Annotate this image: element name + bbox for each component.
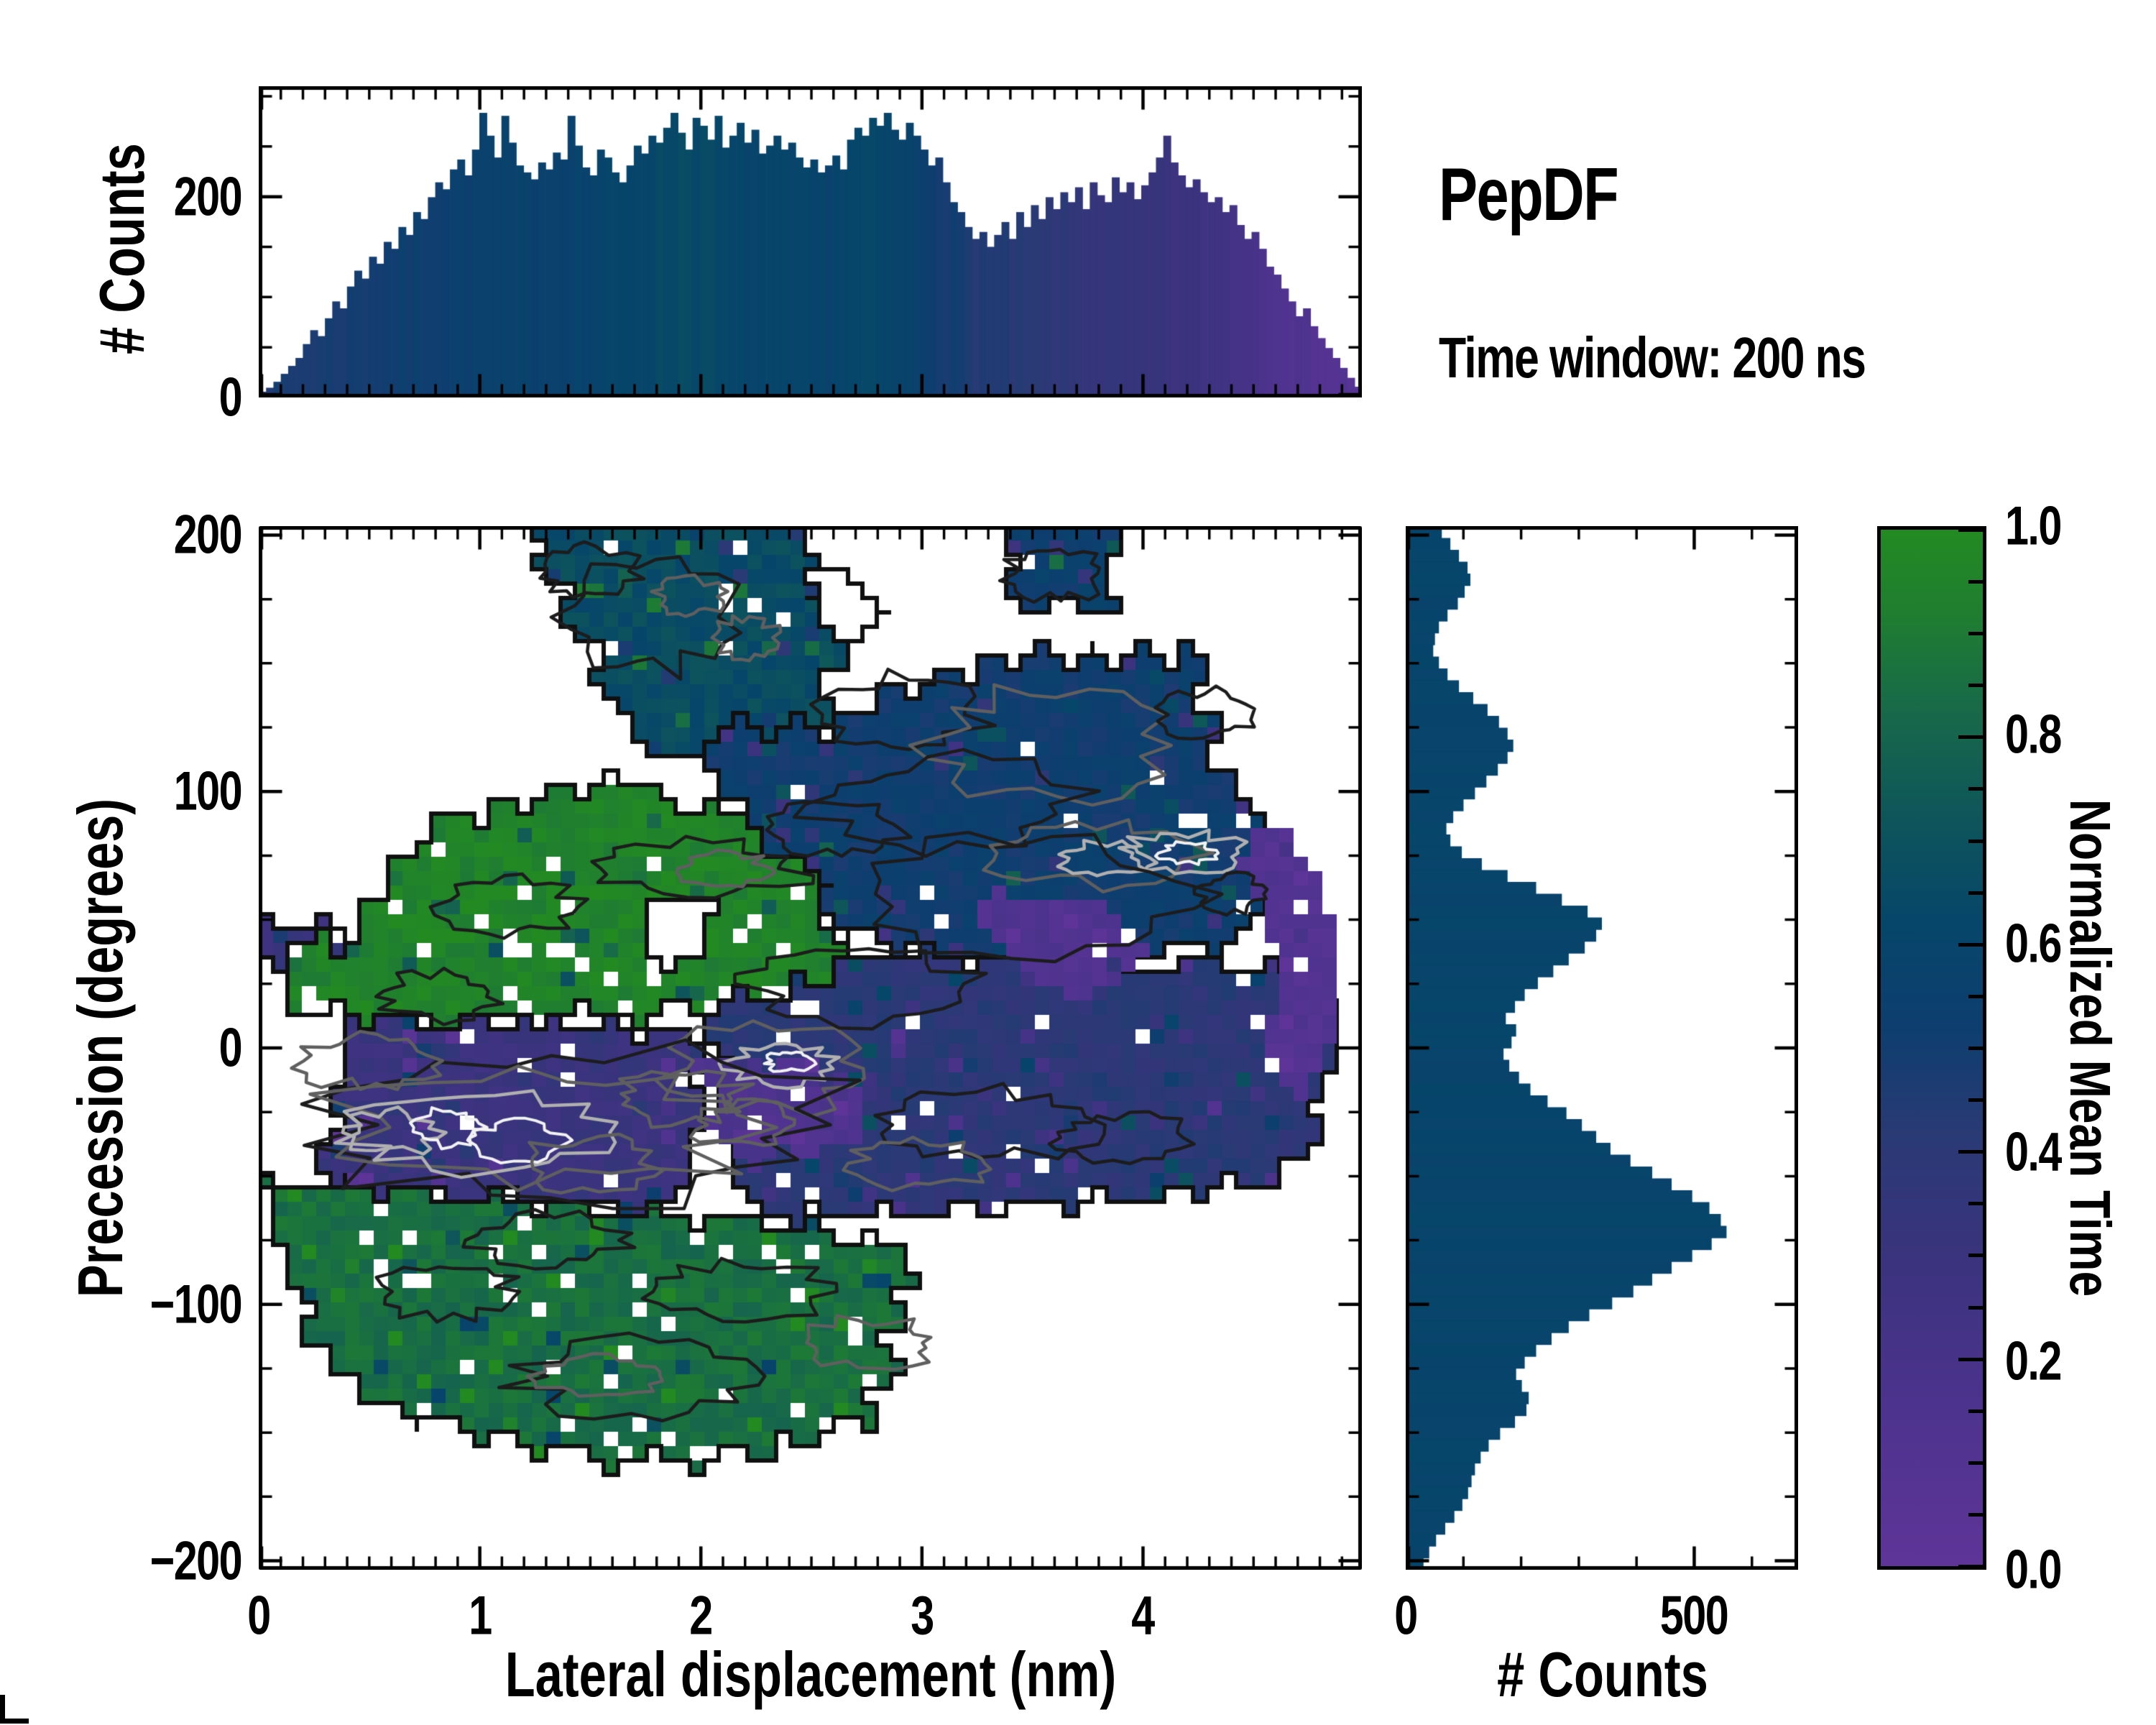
time-window-subtitle: Time window: 200 ns [1439, 326, 1866, 390]
colorbar-tick [1958, 1150, 1983, 1154]
page-title: PepDF [1439, 153, 1619, 236]
main-xtick-label: 1 [468, 1585, 492, 1647]
colorbar-tick [1958, 1565, 1983, 1568]
main-xtick-label: 3 [911, 1585, 934, 1647]
main-xtick-label: 2 [689, 1585, 714, 1647]
colorbar-tick [1968, 1098, 1983, 1102]
main-ytick-label: 0 [218, 1017, 243, 1079]
colorbar-tick [1968, 1046, 1983, 1050]
colorbar-tick-label: 0.2 [2005, 1330, 2062, 1392]
colorbar-tick [1968, 1513, 1983, 1517]
right-hist-xlabel: # Counts [1497, 1639, 1708, 1710]
main-xtick-label: 4 [1131, 1585, 1156, 1647]
right-hist-xtick-label: 0 [1394, 1585, 1418, 1647]
colorbar-tick [1968, 1202, 1983, 1205]
colorbar-tick [1968, 1409, 1983, 1413]
top-hist-ytick-label: 200 [173, 166, 243, 228]
colorbar-tick [1968, 684, 1983, 687]
colorbar-tick [1968, 1461, 1983, 1465]
main-ytick-label: −100 [149, 1274, 243, 1335]
colorbar-tick [1968, 1306, 1983, 1310]
colorbar-tick [1958, 943, 1983, 947]
colorbar-tick [1968, 840, 1983, 843]
main-xtick-label: 0 [247, 1585, 271, 1647]
right-hist-xtick-label: 500 [1660, 1585, 1729, 1647]
colorbar-tick-label: 0.6 [2005, 913, 2062, 975]
colorbar-tick [1968, 632, 1983, 635]
colorbar-tick-label: 1.0 [2005, 495, 2062, 557]
main-ytick-label: −200 [149, 1530, 243, 1591]
right-histogram-canvas [1406, 526, 1798, 1570]
colorbar-tick-label: 0.8 [2005, 704, 2062, 765]
corner-crop-artifact [0, 1695, 29, 1724]
main-heatmap-canvas [259, 526, 1362, 1570]
top-histogram-canvas [259, 86, 1362, 397]
main-ytick-label: 100 [173, 760, 243, 822]
top-hist-ylabel: # Counts [86, 143, 157, 354]
colorbar-tick [1958, 1358, 1983, 1361]
colorbar-tick [1968, 1254, 1983, 1257]
colorbar-tick [1968, 787, 1983, 791]
main-xlabel: Lateral displacement (nm) [505, 1639, 1117, 1710]
colorbar-tick-label: 0.4 [2005, 1121, 2062, 1183]
colorbar-tick [1968, 891, 1983, 895]
top-hist-ytick-label: 0 [218, 367, 243, 428]
colorbar-tick [1968, 995, 1983, 998]
main-ytick-label: 200 [173, 504, 243, 566]
colorbar-tick-label: 0.0 [2005, 1539, 2062, 1601]
colorbar-label: Normalized Mean Time [2058, 799, 2122, 1297]
main-ylabel: Precession (degrees) [65, 798, 136, 1298]
colorbar-gradient [1881, 530, 1983, 1566]
colorbar-tick [1958, 735, 1983, 739]
colorbar [1877, 526, 1986, 1570]
colorbar-tick [1958, 528, 1983, 532]
colorbar-tick [1968, 580, 1983, 584]
